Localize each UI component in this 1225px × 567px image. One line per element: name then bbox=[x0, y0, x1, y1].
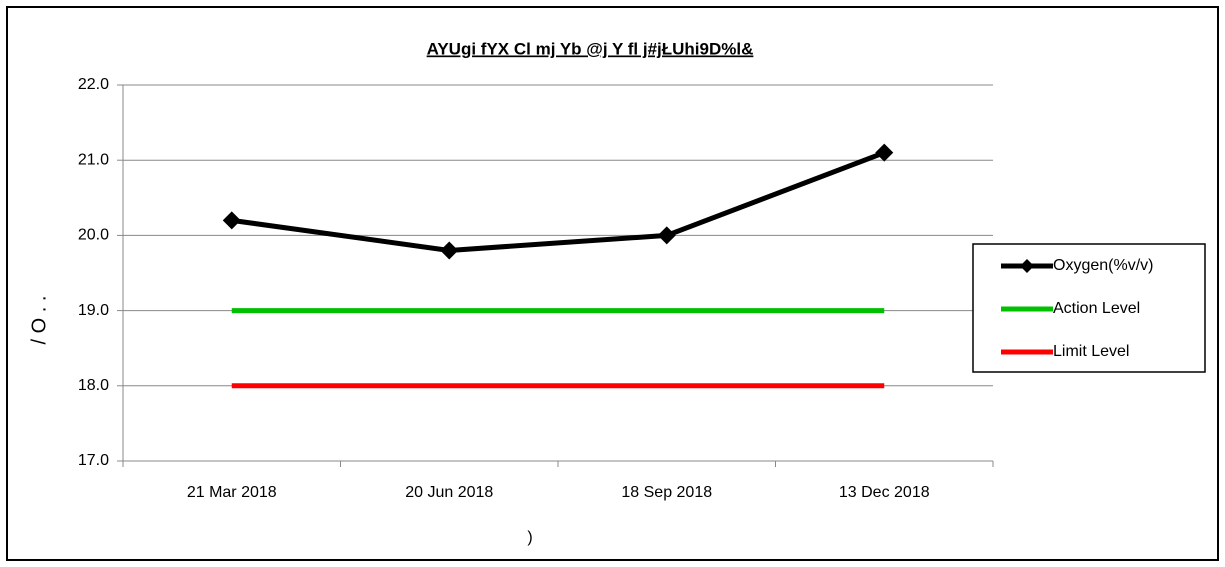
y-tick-label: 20.0 bbox=[78, 227, 109, 244]
y-tick-label: 17.0 bbox=[78, 452, 109, 469]
x-axis-label: ) bbox=[527, 529, 532, 546]
y-tick-label: 18.0 bbox=[78, 377, 109, 394]
legend-label: Oxygen(%v/v) bbox=[1053, 257, 1153, 274]
y-axis-label: / O . . bbox=[28, 296, 50, 345]
y-tick-label: 19.0 bbox=[78, 302, 109, 319]
point bbox=[657, 226, 676, 245]
point bbox=[875, 143, 894, 162]
x-tick-label: 21 Mar 2018 bbox=[187, 484, 277, 501]
legend-marker bbox=[1020, 259, 1034, 273]
y-tick-label: 21.0 bbox=[78, 151, 109, 168]
x-tick-label: 20 Jun 2018 bbox=[405, 484, 493, 501]
x-tick-label: 13 Dec 2018 bbox=[839, 484, 930, 501]
series-line bbox=[231, 150, 886, 253]
point bbox=[222, 211, 241, 230]
legend-label: Limit Level bbox=[1053, 343, 1129, 360]
chart-title: AYUgi fYX Cl mj Yb @j Y fl j#jŁUhi9D%l& bbox=[427, 39, 754, 58]
point bbox=[440, 241, 459, 260]
y-tick-label: 22.0 bbox=[78, 76, 109, 93]
x-tick-label: 18 Sep 2018 bbox=[621, 484, 712, 501]
legend-label: Action Level bbox=[1053, 300, 1140, 317]
